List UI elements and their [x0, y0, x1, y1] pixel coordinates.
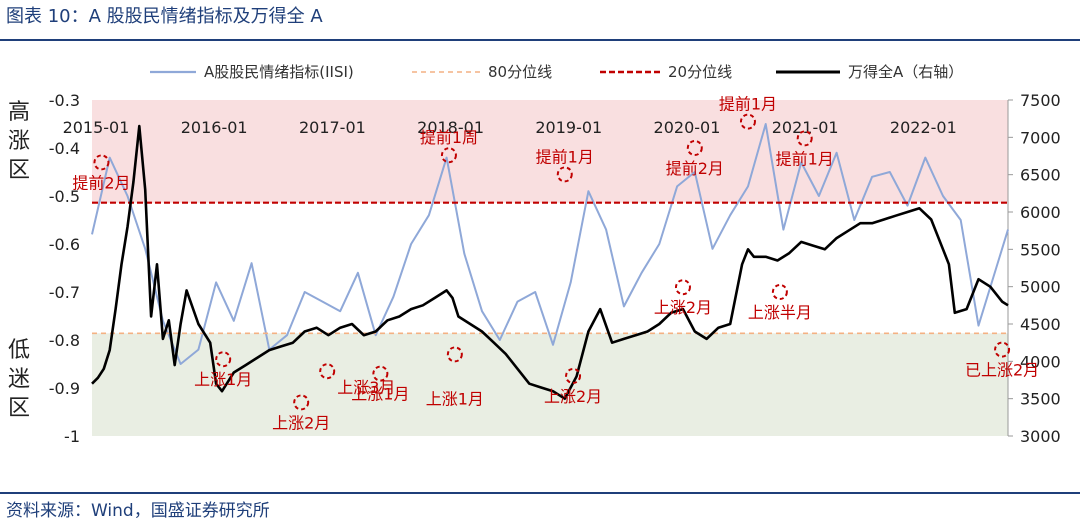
- annotation-marker: [293, 394, 310, 411]
- title-divider: [0, 39, 1080, 41]
- legend-label-1: 80分位线: [488, 63, 552, 81]
- annotation-label: 提前1周: [420, 128, 478, 147]
- annotation-label: 提前2月: [666, 159, 724, 178]
- annotation-marker: [565, 368, 582, 384]
- annotation-marker: [93, 154, 110, 171]
- x-tick-label: 2022-01: [890, 118, 957, 137]
- annotation-label: 提前1月: [536, 147, 594, 166]
- y-left-tick-label: -0.4: [49, 139, 80, 158]
- y-left-tick-label: -0.5: [49, 187, 80, 206]
- annotation-marker: [994, 341, 1011, 358]
- legend-label-3: 万得全A（右轴）: [848, 63, 963, 81]
- y-left-tick-label: -0.8: [49, 331, 80, 350]
- x-tick-label: 2019-01: [535, 118, 602, 137]
- annotation-marker: [771, 284, 788, 300]
- y-right-tick-label: 5000: [1020, 278, 1061, 297]
- series-wind-a-line: [91, 124, 1009, 400]
- page-title: 图表 10：A 股股民情绪指标及万得全 A: [6, 6, 323, 27]
- source-note: 资料来源：Wind，国盛证券研究所: [6, 501, 270, 521]
- annotation-label: 上涨1月: [351, 385, 409, 404]
- y-right-tick-label: 3500: [1020, 390, 1061, 409]
- y-left-tick-label: -0.3: [49, 91, 80, 110]
- legend-label-2: 20分位线: [668, 63, 732, 81]
- y-right-tick-label: 4000: [1020, 352, 1061, 371]
- annotation-marker: [446, 346, 463, 363]
- high-zone-band: [92, 100, 1008, 203]
- annotation-marker: [739, 113, 756, 130]
- annotation-label: 上涨1月: [426, 389, 484, 408]
- annotation-label: 上涨3月: [337, 378, 395, 397]
- annotation-label: 提前2月: [72, 173, 130, 192]
- y-right-tick-label: 6500: [1020, 166, 1061, 185]
- annotation-label: 提前1月: [776, 149, 834, 168]
- annotation-marker: [440, 147, 457, 164]
- x-tick-label: 2018-01: [417, 118, 484, 137]
- series-iisi-line: [91, 123, 1009, 365]
- x-tick-label: 2021-01: [772, 118, 839, 137]
- y-right-tick-label: 7000: [1020, 128, 1061, 147]
- annotation-marker: [372, 365, 389, 382]
- y-left-tick-label: -0.6: [49, 235, 80, 254]
- y-right-tick-label: 3000: [1020, 427, 1061, 446]
- annotation-marker: [319, 363, 336, 380]
- annotation-marker: [215, 351, 232, 368]
- y-right-tick-label: 5500: [1020, 240, 1061, 259]
- y-left-tick-label: -0.7: [49, 283, 80, 302]
- annotation-marker: [556, 166, 573, 183]
- x-tick-label: 2017-01: [299, 118, 366, 137]
- annotation-marker: [674, 279, 691, 296]
- y-right-tick-label: 6000: [1020, 203, 1061, 222]
- low-zone-band: [92, 333, 1008, 436]
- annotation-label: 提前1月: [719, 95, 777, 114]
- annotation-label: 已上涨2月: [965, 361, 1039, 380]
- x-tick-label: 2020-01: [654, 118, 721, 137]
- y-right-tick-label: 7500: [1020, 91, 1061, 110]
- annotation-label: 上涨2月: [654, 298, 712, 317]
- y-left-tick-label: -1: [64, 427, 80, 446]
- y-left-tick-label: -0.9: [49, 379, 80, 398]
- annotation-label: 上涨2月: [272, 413, 330, 432]
- x-tick-label: 2016-01: [181, 118, 248, 137]
- annotation-marker: [686, 140, 703, 156]
- y-right-tick-label: 4500: [1020, 315, 1061, 334]
- footer-divider: [0, 492, 1080, 494]
- annotation-label: 上涨半月: [748, 303, 812, 322]
- legend-label-0: A股股民情绪指标(IISI): [204, 63, 354, 81]
- annotation-marker: [796, 130, 813, 147]
- zone-high-label: 高涨区: [7, 100, 30, 183]
- annotation-label: 上涨2月: [544, 387, 602, 406]
- zone-low-label: 低迷区: [7, 338, 30, 421]
- x-tick-label: 2015-01: [63, 118, 130, 137]
- annotation-label: 上涨1月: [194, 370, 252, 389]
